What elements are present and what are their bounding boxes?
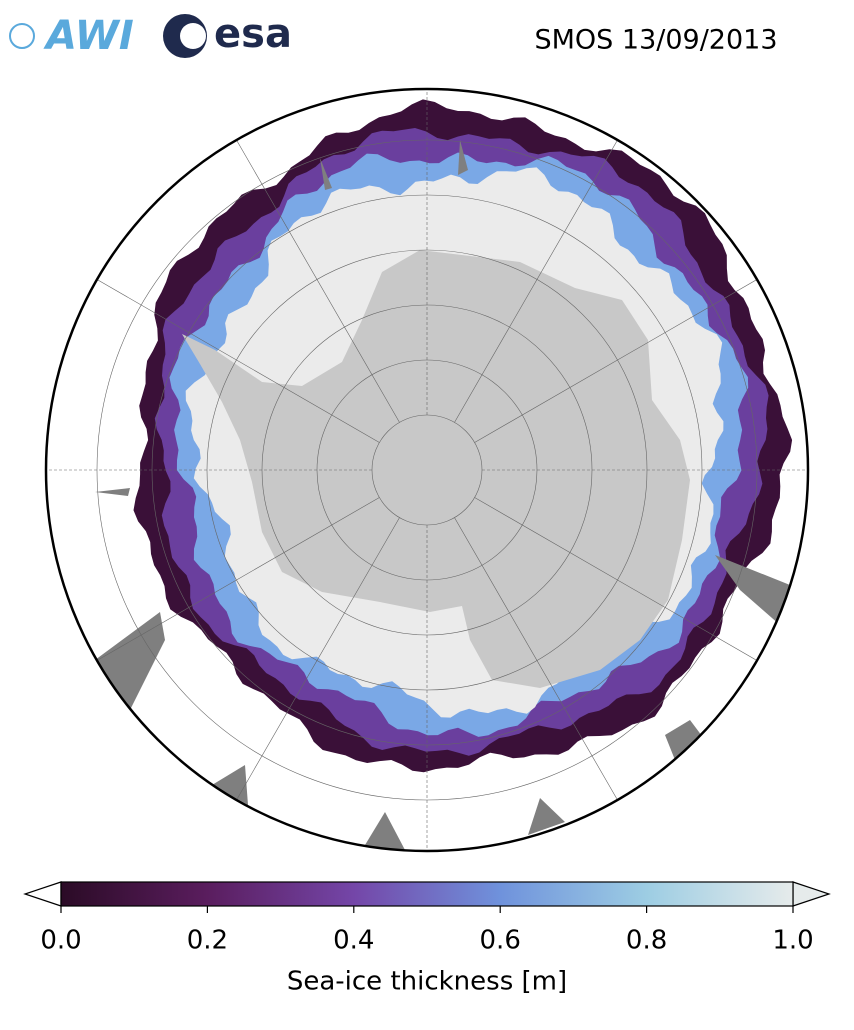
- map-title: SMOS 13/09/2013: [534, 25, 777, 56]
- colorbar-tick-label: 0.2: [187, 926, 228, 956]
- colorbar-extend-high: [792, 881, 831, 907]
- colorbar: [23, 881, 831, 913]
- graticule: [46, 89, 808, 851]
- graticule-meridian: [454, 517, 628, 817]
- map-boundary: [44, 87, 810, 853]
- graticule-meridian: [474, 269, 774, 443]
- graticule-meridian: [454, 123, 628, 423]
- masked-areas: [95, 140, 790, 850]
- awi-logo-text: AWI: [43, 13, 134, 59]
- colorbar-label: Sea-ice thickness [m]: [287, 967, 567, 997]
- colorbar-tick-label: 0.4: [333, 926, 374, 956]
- colorbar-extend-low: [23, 881, 62, 907]
- esa-logo: esa: [163, 11, 292, 58]
- graticule-meridian: [80, 269, 380, 443]
- graticule-meridian: [226, 123, 400, 423]
- colorbar-tick-label: 1.0: [772, 926, 813, 956]
- graticule-meridian: [226, 517, 400, 817]
- colorbar-gradient: [60, 881, 794, 907]
- map: [46, 89, 808, 851]
- graticule-meridian: [474, 497, 774, 671]
- esa-logo-text: esa: [214, 11, 292, 57]
- antarctica: [182, 250, 690, 688]
- colorbar-tick-label: 0.8: [626, 926, 667, 956]
- colorbar-tick-label: 0.6: [480, 926, 521, 956]
- colorbar-tick-label: 0.0: [40, 926, 81, 956]
- graticule-meridian: [80, 497, 380, 671]
- awi-logo: AWI: [9, 13, 134, 59]
